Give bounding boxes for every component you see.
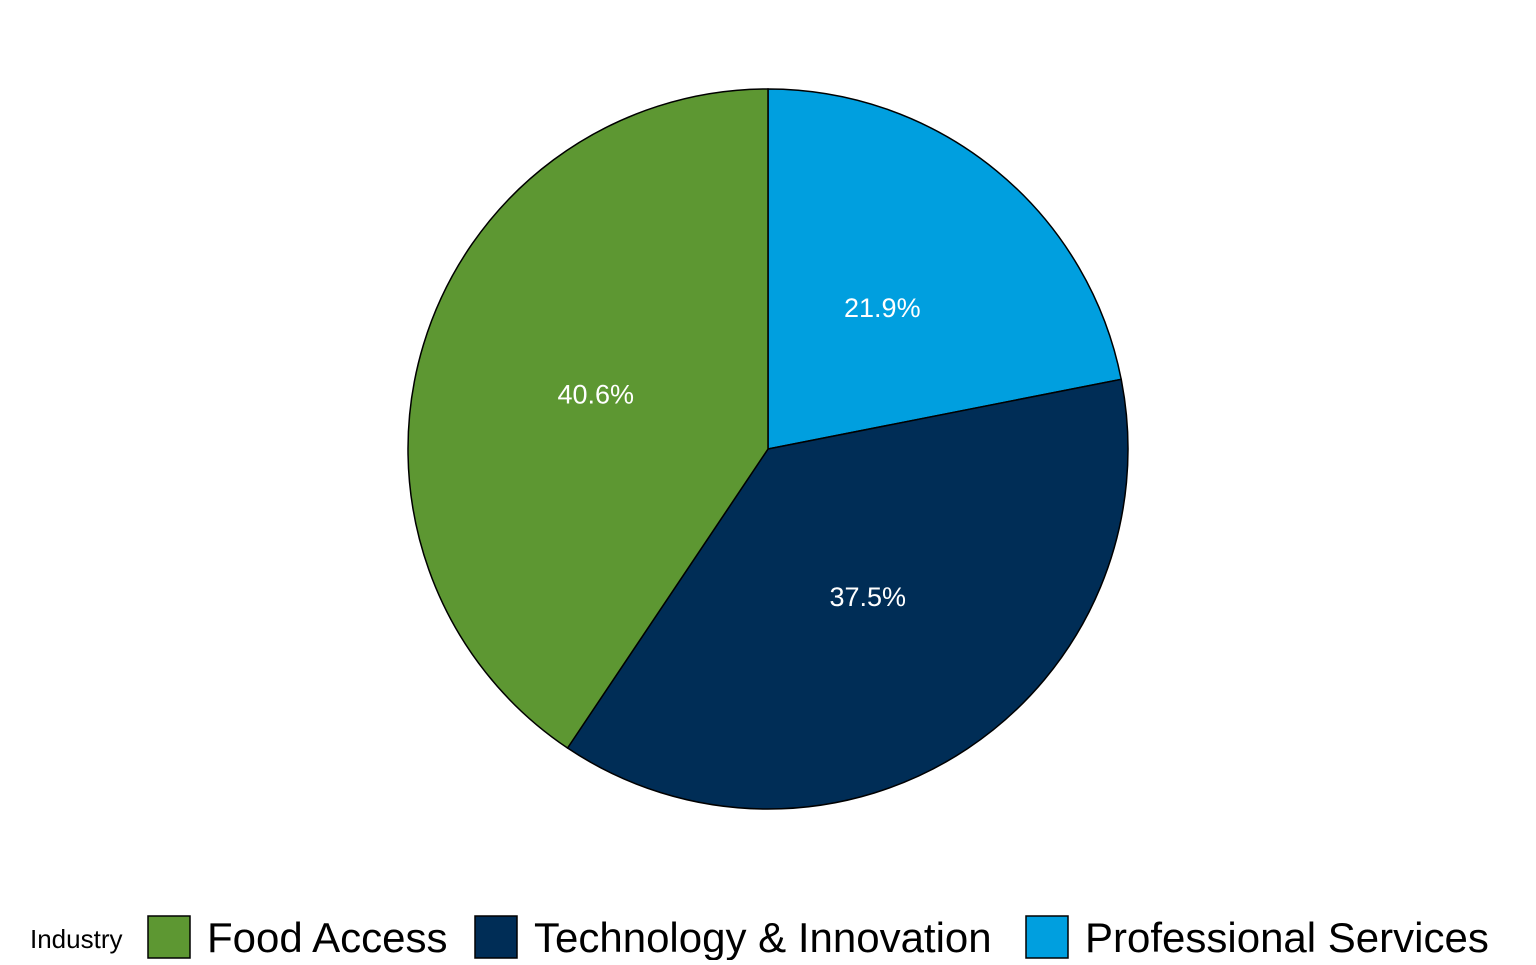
legend-swatch-professional-services	[1025, 915, 1069, 959]
data-label-technology-and-innovation: 37.5%	[829, 582, 906, 612]
legend-label-professional-services: Professional Services	[1085, 914, 1489, 960]
legend-swatch-food-access	[147, 915, 191, 959]
legend: Industry Food Access Technology & Innovat…	[30, 914, 1489, 961]
legend-title: Industry	[30, 924, 123, 954]
pie-slices	[407, 88, 1129, 810]
legend-swatch-technology-and-innovation	[474, 915, 518, 959]
legend-label-technology-and-innovation: Technology & Innovation	[534, 914, 992, 960]
data-label-food-access: 40.6%	[558, 380, 635, 410]
data-label-professional-services: 21.9%	[844, 293, 921, 323]
pie-slice-food-access	[407, 88, 769, 750]
pie-data-labels: 21.9% 37.5% 40.6%	[558, 293, 921, 612]
pie-slice-technology-and-innovation	[566, 378, 1129, 810]
legend-label-food-access: Food Access	[207, 914, 447, 960]
pie-slice-professional-services	[767, 88, 1123, 450]
